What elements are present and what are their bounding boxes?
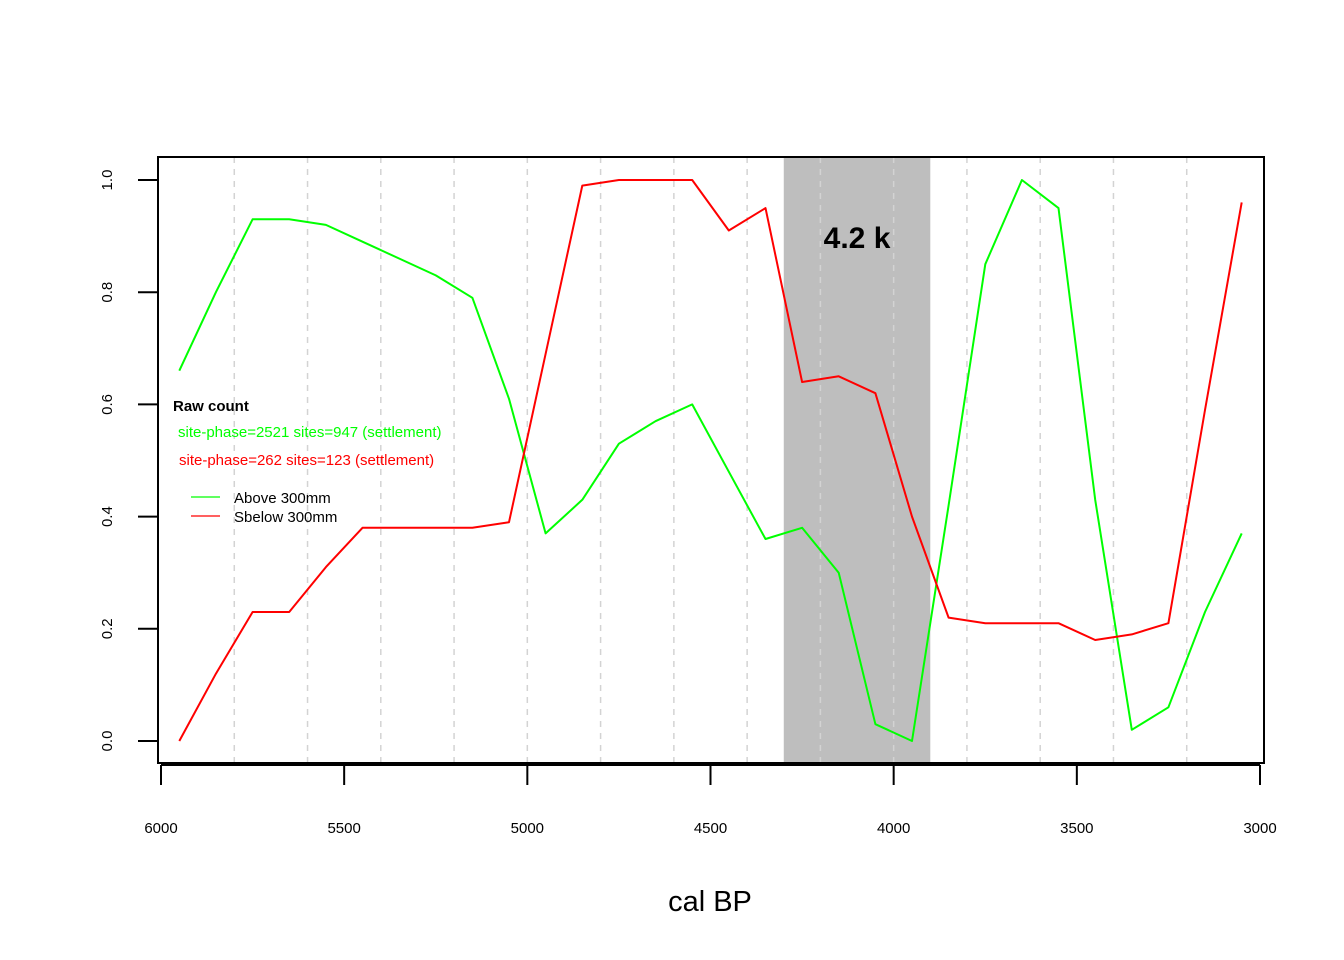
series-line-below-300mm <box>178 179 1243 742</box>
y-axis: 0.0 0.2 0.4 0.6 0.8 1.0 <box>99 170 158 752</box>
legend-label-below: Sbelow 300mm <box>234 509 337 526</box>
x-tick-label: 4000 <box>877 820 910 837</box>
x-tick-label: 4500 <box>694 820 727 837</box>
series-layer <box>178 179 1243 742</box>
x-tick-label: 5000 <box>511 820 544 837</box>
y-tick-label: 0.8 <box>99 282 116 303</box>
x-tick-label: 3000 <box>1243 820 1276 837</box>
x-tick-label: 3500 <box>1060 820 1093 837</box>
grid-layer <box>233 157 1188 763</box>
series-line-above-300mm <box>178 179 1243 742</box>
y-tick-label: 0.2 <box>99 618 116 639</box>
x-tick-label: 6000 <box>144 820 177 837</box>
y-tick-label: 0.4 <box>99 506 116 527</box>
x-tick-label: 5500 <box>327 820 360 837</box>
annotation-line-green: site-phase=2521 sites=947 (settlement) <box>178 424 442 441</box>
annotation-line-red: site-phase=262 sites=123 (settlement) <box>179 452 434 469</box>
highlight-band-layer <box>783 157 931 763</box>
plot-frame <box>157 156 1265 764</box>
x-axis-title: cal BP <box>668 886 752 918</box>
legend: Above 300mm Sbelow 300mm <box>191 490 337 526</box>
y-tick-label: 1.0 <box>99 170 116 191</box>
x-axis: 6000 5500 5000 4500 4000 3500 3000 <box>144 764 1277 837</box>
band-label: 4.2 k <box>824 222 891 255</box>
annotation-block: Raw count site-phase=2521 sites=947 (set… <box>173 398 442 469</box>
y-tick-label: 0.0 <box>99 731 116 752</box>
legend-label-above: Above 300mm <box>234 490 331 507</box>
band-rect <box>783 157 931 763</box>
y-tick-label: 0.6 <box>99 394 116 415</box>
annotation-heading: Raw count <box>173 398 249 415</box>
